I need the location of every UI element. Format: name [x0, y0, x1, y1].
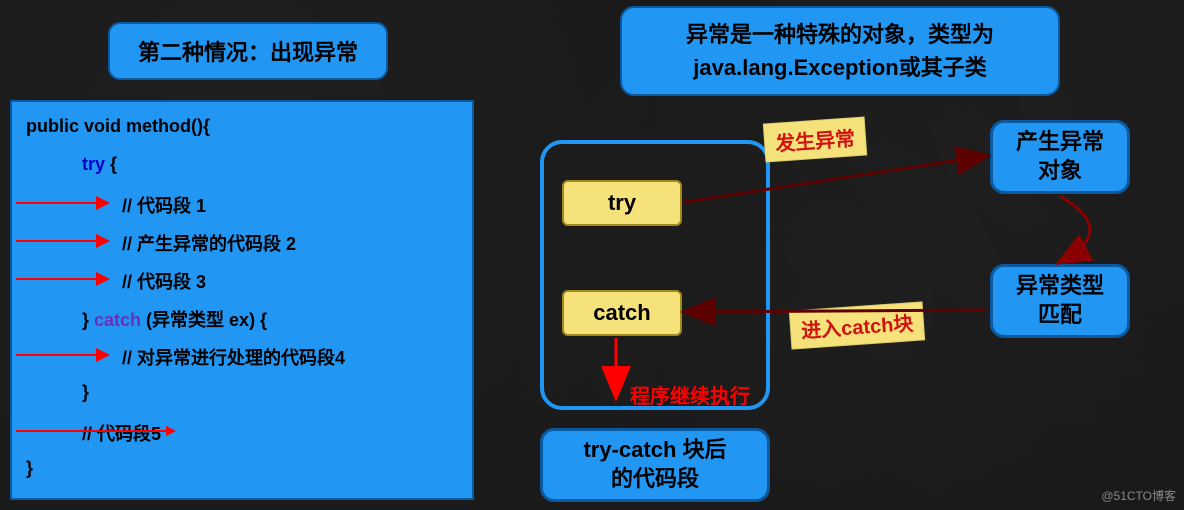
code-seg1: // 代码段 1: [122, 192, 206, 218]
label-enter: 进入catch块: [789, 301, 926, 349]
watermark: @51CTO博客: [1101, 487, 1176, 504]
arrow-obj-to-match: [1060, 196, 1090, 262]
box-exception-object: 产生异常 对象: [990, 120, 1130, 194]
code-seg4: // 对异常进行处理的代码段4: [122, 344, 345, 370]
kw-catch: catch: [94, 310, 141, 330]
description-box: 异常是一种特殊的对象，类型为 java.lang.Exception或其子类: [620, 6, 1060, 96]
catch-tag: catch: [562, 290, 682, 336]
catch-rest: (异常类型 ex) {: [141, 310, 267, 330]
continue-label: 程序继续执行: [630, 380, 750, 409]
brace-close-try: }: [82, 310, 94, 330]
code-try: try {: [82, 154, 117, 175]
rb1-text: 产生异常 对象: [1016, 128, 1104, 185]
arrow-seg3: [16, 278, 108, 280]
title-box: 第二种情况：出现异常: [108, 22, 388, 80]
label-happen: 发生异常: [763, 116, 867, 162]
code-seg5: // 代码段5: [82, 420, 161, 446]
bottom-text: try-catch 块后 的代码段: [583, 436, 726, 493]
arrow-seg4: [16, 354, 108, 356]
code-catch: } catch (异常类型 ex) {: [82, 306, 267, 332]
code-l1: public void method(){: [26, 116, 210, 137]
try-tag: try: [562, 180, 682, 226]
code-seg3: // 代码段 3: [122, 268, 206, 294]
strike-seg5: [16, 430, 174, 432]
box-type-match: 异常类型 匹配: [990, 264, 1130, 338]
rb2-text: 异常类型 匹配: [1016, 272, 1104, 329]
arrow-seg2: [16, 240, 108, 242]
brace-c2: }: [26, 458, 33, 479]
desc-line2: java.lang.Exception或其子类: [693, 51, 986, 84]
kw-try: try: [82, 154, 105, 174]
code-seg2: // 产生异常的代码段 2: [122, 230, 296, 256]
bottom-box: try-catch 块后 的代码段: [540, 428, 770, 502]
brace-c1: }: [82, 382, 89, 403]
code-panel: public void method(){ try { // 代码段 1 // …: [10, 100, 474, 500]
brace-open: {: [105, 154, 117, 174]
desc-line1: 异常是一种特殊的对象，类型为: [686, 18, 994, 51]
arrow-seg1: [16, 202, 108, 204]
